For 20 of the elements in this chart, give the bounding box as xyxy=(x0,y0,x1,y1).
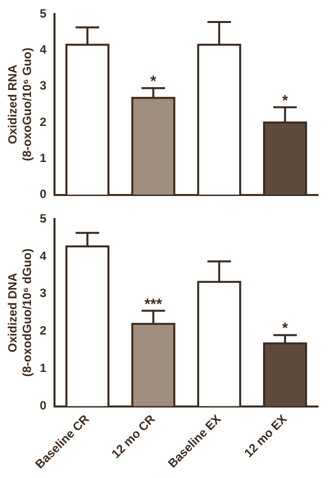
x-tick-label: 12 mo CR xyxy=(108,412,158,461)
y-tick-label: 5 xyxy=(40,211,47,226)
y-tick-label: 2 xyxy=(40,114,47,129)
y-axis-title: Oxidized DNA (8-oxodGuo/10⁶ dGuo) xyxy=(6,248,34,377)
y-tick-label: 5 xyxy=(40,6,47,20)
y-tick-label: 1 xyxy=(40,361,47,376)
annotation: * xyxy=(282,320,288,338)
annotation: * xyxy=(150,73,156,90)
y-tick-label: 3 xyxy=(40,78,47,93)
y-tick-label: 4 xyxy=(40,42,47,56)
y-tick-label: 1 xyxy=(40,150,47,165)
y-tick-label: 4 xyxy=(40,248,47,263)
x-tick-label: 12 mo EX xyxy=(241,412,290,460)
annotation: * xyxy=(282,92,288,110)
y-tick-label: 3 xyxy=(40,286,47,300)
y-tick-label: 0 xyxy=(40,187,47,202)
y-tick-label: 2 xyxy=(40,324,47,338)
annotation: *** xyxy=(144,296,162,313)
y-tick-label: 0 xyxy=(40,398,47,413)
y-axis-title: Oxidized RNA (8-oxoGuo/10⁶ Guo) xyxy=(6,48,34,162)
